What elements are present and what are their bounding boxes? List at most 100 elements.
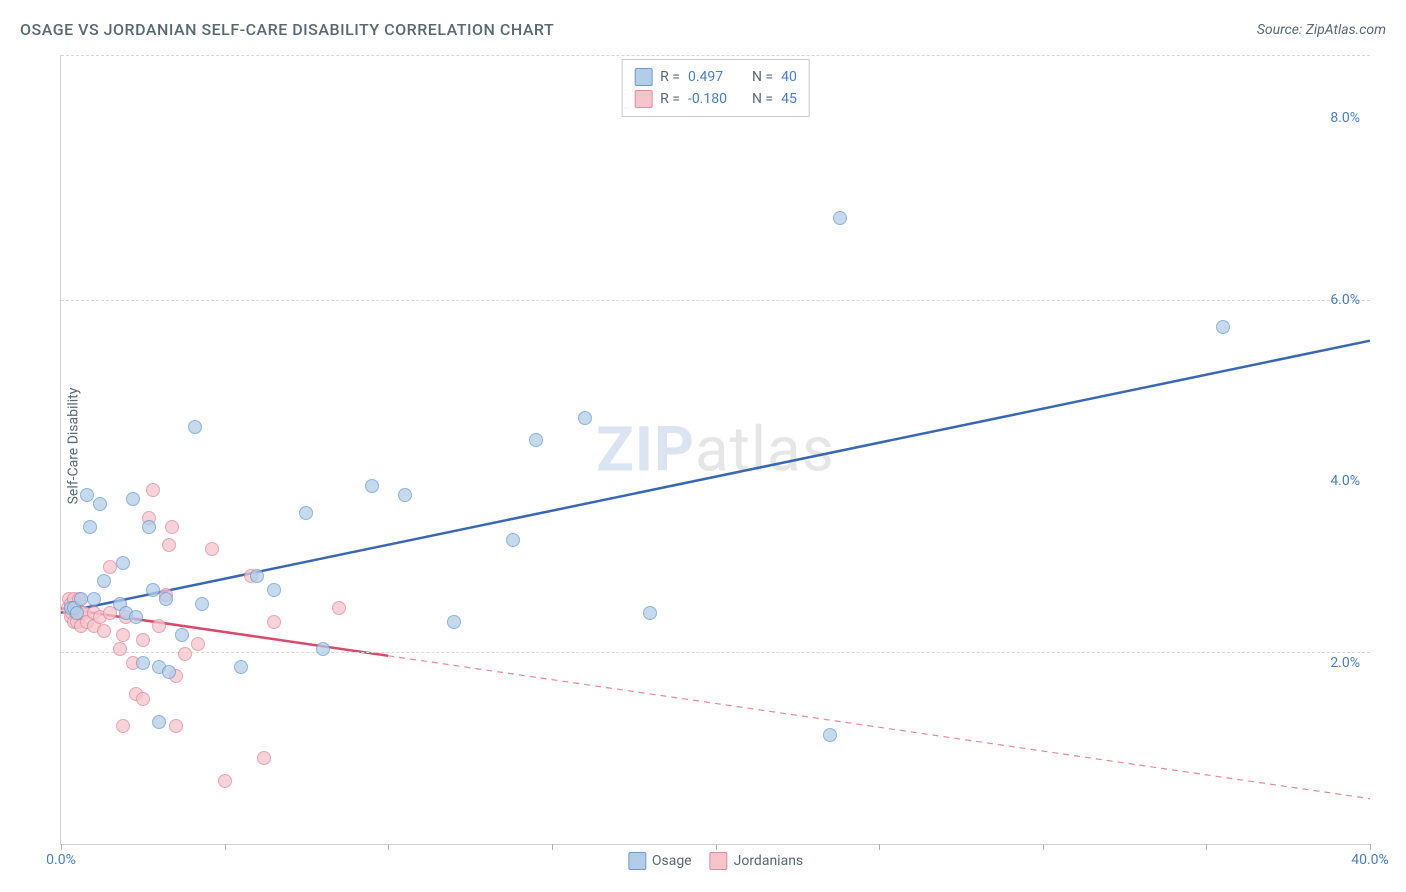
data-point <box>97 624 111 638</box>
data-point <box>136 633 150 647</box>
data-point <box>93 497 107 511</box>
x-tick <box>61 844 62 850</box>
n-label: N = <box>752 91 773 107</box>
data-point <box>175 628 189 642</box>
data-point <box>113 642 127 656</box>
x-tick <box>225 844 226 850</box>
x-tick <box>1043 844 1044 850</box>
data-point <box>103 560 117 574</box>
data-point <box>191 637 205 651</box>
data-point <box>188 420 202 434</box>
data-point <box>299 506 313 520</box>
legend-label: Jordanians <box>734 853 804 869</box>
data-point <box>316 642 330 656</box>
gridline <box>61 55 1370 56</box>
data-point <box>83 520 97 534</box>
n-label: N = <box>752 69 773 85</box>
x-tick <box>1206 844 1207 850</box>
stats-row-osage: R = 0.497 N = 40 <box>634 66 797 88</box>
watermark: ZIPatlas <box>596 413 835 486</box>
x-tick <box>879 844 880 850</box>
data-point <box>165 520 179 534</box>
chart-container: OSAGE VS JORDANIAN SELF-CARE DISABILITY … <box>0 0 1406 892</box>
data-point <box>74 592 88 606</box>
y-tick-label: 8.0% <box>1330 110 1360 126</box>
data-point <box>267 615 281 629</box>
source-label: Source: ZipAtlas.com <box>1257 22 1386 38</box>
data-point <box>142 520 156 534</box>
data-point <box>195 597 209 611</box>
gridline <box>61 300 1370 301</box>
data-point <box>159 592 173 606</box>
data-point <box>506 533 520 547</box>
y-tick-label: 6.0% <box>1330 292 1360 308</box>
data-point <box>250 569 264 583</box>
data-point <box>643 606 657 620</box>
data-point <box>146 483 160 497</box>
swatch-icon <box>634 90 652 108</box>
r-value: 0.497 <box>688 69 744 85</box>
data-point <box>1216 320 1230 334</box>
x-tick <box>388 844 389 850</box>
data-point <box>152 619 166 633</box>
stats-row-jordanians: R = -0.180 N = 45 <box>634 88 797 110</box>
data-point <box>447 615 461 629</box>
x-tick <box>552 844 553 850</box>
data-point <box>833 211 847 225</box>
swatch-icon <box>710 852 728 870</box>
data-point <box>162 665 176 679</box>
data-point <box>823 728 837 742</box>
data-point <box>116 628 130 642</box>
x-tick <box>1370 844 1371 850</box>
r-label: R = <box>660 69 680 85</box>
data-point <box>152 715 166 729</box>
plot-area: ZIPatlas R = 0.497 N = 40 R = -0.180 N =… <box>60 55 1370 845</box>
r-label: R = <box>660 91 680 107</box>
data-point <box>332 601 346 615</box>
data-point <box>97 574 111 588</box>
data-point <box>129 610 143 624</box>
gridline <box>61 652 1370 653</box>
y-tick-label: 2.0% <box>1330 655 1360 671</box>
legend-item-jordanians: Jordanians <box>710 852 804 870</box>
trend-line <box>388 656 1370 799</box>
header: OSAGE VS JORDANIAN SELF-CARE DISABILITY … <box>20 20 1386 39</box>
swatch-icon <box>634 68 652 86</box>
data-point <box>398 488 412 502</box>
data-point <box>218 774 232 788</box>
data-point <box>578 411 592 425</box>
n-value: 45 <box>781 91 797 107</box>
data-point <box>136 656 150 670</box>
x-tick-label: 40.0% <box>1351 852 1389 868</box>
x-tick-label: 0.0% <box>46 852 76 868</box>
trend-lines-svg <box>61 55 1370 844</box>
swatch-icon <box>628 852 646 870</box>
data-point <box>136 692 150 706</box>
x-tick <box>716 844 717 850</box>
series-legend: Osage Jordanians <box>628 852 803 870</box>
n-value: 40 <box>781 69 797 85</box>
watermark-light: atlas <box>695 413 835 486</box>
data-point <box>80 488 94 502</box>
stats-legend: R = 0.497 N = 40 R = -0.180 N = 45 <box>621 59 810 117</box>
chart-title: OSAGE VS JORDANIAN SELF-CARE DISABILITY … <box>20 20 554 39</box>
data-point <box>116 556 130 570</box>
y-tick-label: 4.0% <box>1330 473 1360 489</box>
data-point <box>146 583 160 597</box>
data-point <box>257 751 271 765</box>
data-point <box>116 719 130 733</box>
data-point <box>162 538 176 552</box>
legend-item-osage: Osage <box>628 852 692 870</box>
data-point <box>169 719 183 733</box>
data-point <box>365 479 379 493</box>
data-point <box>234 660 248 674</box>
legend-label: Osage <box>652 853 692 869</box>
data-point <box>126 492 140 506</box>
data-point <box>70 606 84 620</box>
data-point <box>87 592 101 606</box>
data-point <box>529 433 543 447</box>
r-value: -0.180 <box>688 91 744 107</box>
data-point <box>205 542 219 556</box>
data-point <box>267 583 281 597</box>
data-point <box>178 647 192 661</box>
